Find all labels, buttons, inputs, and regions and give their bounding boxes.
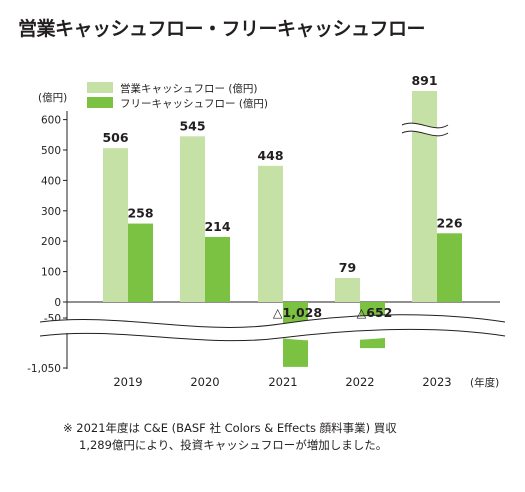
- bar-free-cf: [128, 223, 153, 302]
- bar-operating-cf: [180, 136, 205, 302]
- legend-swatch-operating: [87, 82, 113, 93]
- y-tick-label: 600: [41, 115, 61, 127]
- y-tick-label: -1,050: [27, 363, 61, 375]
- y-tick-label: 200: [41, 236, 61, 248]
- y-tick-label: 400: [41, 175, 61, 187]
- data-label-operating-cf: 891: [411, 73, 437, 88]
- y-tick-label: 0: [54, 297, 61, 309]
- x-tick-label: 2023: [422, 375, 451, 389]
- data-label-operating-cf: 545: [179, 118, 205, 133]
- data-label-operating-cf: 79: [339, 260, 356, 275]
- bar-break-line: [401, 122, 449, 129]
- bar-break-line: [401, 130, 449, 137]
- y-tick-label: 300: [41, 206, 61, 218]
- footnote-line-1: ※ 2021年度は C&E (BASF 社 Colors & Effects 顔…: [63, 421, 397, 435]
- data-label-free-cf: 258: [127, 206, 153, 221]
- bar-break-band: [402, 123, 448, 136]
- x-tick-label: 2022: [345, 375, 374, 389]
- bar-operating-cf: [103, 148, 128, 302]
- x-tick-label: 2021: [268, 375, 297, 389]
- x-tick-label: 2020: [190, 375, 219, 389]
- data-label-operating-cf: 448: [257, 148, 283, 163]
- axis-break-band: [40, 314, 505, 341]
- data-label-free-cf: △652: [357, 305, 393, 320]
- footnote-line-2: 1,289億円により、投資キャッシュフローが増加しました。: [79, 438, 388, 452]
- y-unit-label: (億円): [38, 91, 67, 104]
- legend-label-free: フリーキャッシュフロー (億円): [120, 97, 268, 110]
- bar-operating-cf: [258, 165, 283, 302]
- chart-title: 営業キャッシュフロー・フリーキャッシュフロー: [18, 18, 426, 40]
- cash-flow-chart: 6005004003002001000-50-1,050(億円)営業キャッシュフ…: [27, 73, 506, 389]
- bar-operating-cf: [412, 91, 437, 302]
- data-label-operating-cf: 506: [102, 130, 128, 145]
- x-tick-label: 2019: [113, 375, 142, 389]
- bar-free-cf: [205, 236, 230, 302]
- x-unit-label: (年度): [470, 376, 499, 389]
- data-label-free-cf: 214: [204, 219, 230, 234]
- data-label-free-cf: △1,028: [273, 305, 322, 320]
- legend-label-operating: 営業キャッシュフロー (億円): [120, 82, 258, 95]
- data-label-free-cf: 226: [436, 215, 462, 230]
- axis-break-line: [39, 328, 506, 342]
- legend-swatch-free: [87, 97, 113, 108]
- y-tick-label: 500: [41, 145, 61, 157]
- y-tick-label: 100: [41, 267, 61, 279]
- footnote: ※ 2021年度は C&E (BASF 社 Colors & Effects 顔…: [63, 420, 397, 454]
- bar-free-cf: [437, 233, 462, 302]
- axis-break-line: [39, 314, 506, 328]
- bar-operating-cf: [335, 277, 360, 302]
